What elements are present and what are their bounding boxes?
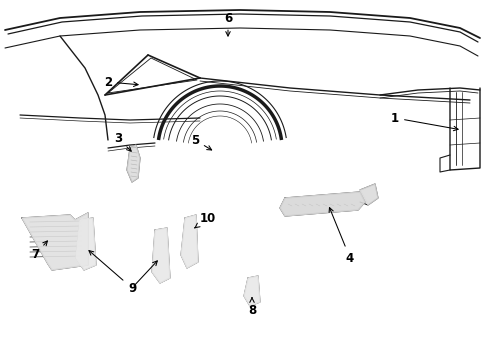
Polygon shape — [244, 276, 260, 306]
Polygon shape — [76, 218, 96, 270]
Polygon shape — [127, 145, 140, 182]
Text: 6: 6 — [224, 12, 232, 36]
Polygon shape — [152, 228, 170, 283]
Text: 10: 10 — [195, 212, 216, 228]
Text: 4: 4 — [329, 208, 354, 265]
Text: 1: 1 — [391, 112, 458, 131]
Polygon shape — [280, 192, 365, 216]
Polygon shape — [22, 213, 88, 270]
Text: 9: 9 — [89, 251, 136, 294]
Text: 3: 3 — [114, 131, 131, 151]
Text: 2: 2 — [104, 76, 138, 89]
Polygon shape — [181, 215, 198, 268]
Text: 8: 8 — [248, 298, 256, 316]
Polygon shape — [360, 184, 378, 205]
Text: 5: 5 — [191, 134, 212, 150]
Text: 7: 7 — [31, 241, 48, 261]
